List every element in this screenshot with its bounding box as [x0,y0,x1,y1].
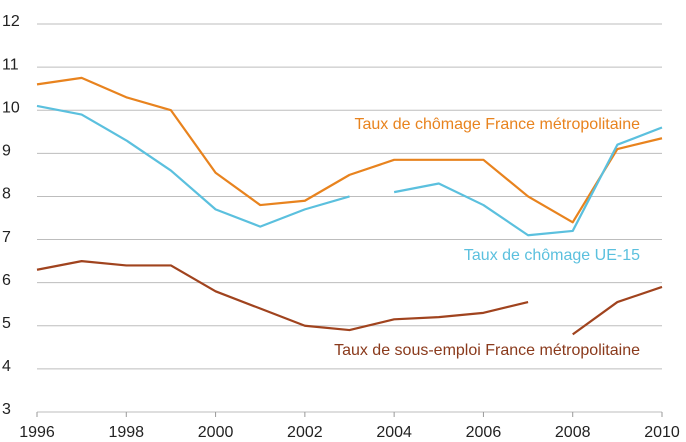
line [36,260,529,332]
series-label: Taux de chômage France métropolitaine [355,116,641,133]
x-tick-label: 2004 [376,424,412,441]
y-tick-label: 9 [2,143,11,160]
line [36,104,350,228]
x-tick-label: 2000 [198,424,234,441]
y-tick-label: 4 [2,358,11,375]
y-tick-label: 5 [2,315,11,332]
series-label: Taux de chômage UE-15 [464,247,640,264]
x-tick-label: 2010 [644,424,680,441]
x-tick-label: 2008 [555,424,591,441]
y-tick-label: 3 [2,401,11,418]
series-label: Taux de sous-emploi France métropolitain… [334,342,640,359]
line [36,76,663,224]
y-tick-label: 8 [2,186,11,203]
line [393,126,663,237]
y-tick-label: 6 [2,272,11,289]
y-tick-label: 7 [2,229,11,246]
x-tick-label: 1998 [108,424,144,441]
y-tick-label: 10 [2,99,20,116]
x-tick-label: 2002 [287,424,323,441]
x-tick-label: 1996 [19,424,55,441]
line [572,285,663,336]
y-tick-label: 12 [2,13,20,30]
y-tick-label: 11 [2,56,19,73]
x-tick-label: 2006 [466,424,502,441]
